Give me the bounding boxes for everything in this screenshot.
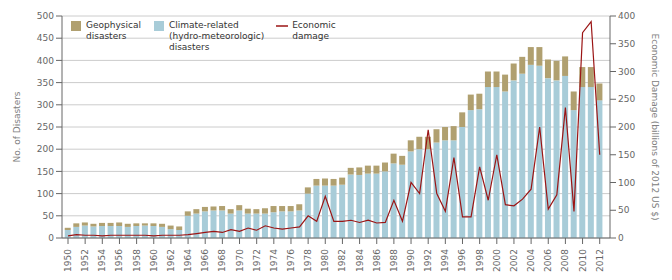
svg-text:300: 300 bbox=[618, 67, 635, 77]
svg-text:2012: 2012 bbox=[595, 249, 605, 272]
svg-text:2000: 2000 bbox=[492, 249, 502, 272]
svg-text:2010: 2010 bbox=[578, 249, 588, 272]
svg-text:1974: 1974 bbox=[269, 249, 279, 272]
svg-text:1992: 1992 bbox=[423, 249, 433, 272]
html-text:Climate-related (hydro-meteoro: Climate-related (hydro-meteorologic) dis… bbox=[168, 20, 265, 52]
svg-text:350: 350 bbox=[618, 39, 635, 49]
svg-text:400: 400 bbox=[618, 11, 635, 21]
svg-text:1956: 1956 bbox=[114, 249, 124, 272]
svg-text:0: 0 bbox=[48, 233, 54, 243]
svg-text:1966: 1966 bbox=[200, 249, 210, 272]
svg-text:300: 300 bbox=[37, 100, 54, 110]
svg-text:1968: 1968 bbox=[217, 249, 227, 272]
svg-text:1978: 1978 bbox=[303, 249, 313, 272]
svg-text:1950: 1950 bbox=[63, 249, 73, 272]
svg-text:200: 200 bbox=[37, 144, 54, 154]
svg-text:1988: 1988 bbox=[389, 249, 399, 272]
svg-text:1986: 1986 bbox=[372, 249, 382, 272]
svg-text:150: 150 bbox=[618, 150, 635, 160]
svg-text:100: 100 bbox=[618, 178, 635, 188]
svg-text:1962: 1962 bbox=[166, 249, 176, 272]
svg-text:500: 500 bbox=[37, 11, 54, 21]
svg-text:1960: 1960 bbox=[149, 249, 159, 272]
svg-text:1964: 1964 bbox=[183, 249, 193, 272]
html-text:Economic damage: Economic damage bbox=[292, 20, 336, 41]
svg-text:0: 0 bbox=[618, 233, 624, 243]
svg-text:250: 250 bbox=[37, 122, 54, 132]
svg-text:1984: 1984 bbox=[355, 249, 365, 272]
svg-text:1958: 1958 bbox=[132, 249, 142, 272]
svg-text:1980: 1980 bbox=[320, 249, 330, 272]
svg-text:250: 250 bbox=[618, 94, 635, 104]
svg-text:400: 400 bbox=[37, 56, 54, 66]
svg-text:1994: 1994 bbox=[440, 249, 450, 272]
svg-text:150: 150 bbox=[37, 167, 54, 177]
svg-text:1954: 1954 bbox=[97, 249, 107, 272]
svg-text:100: 100 bbox=[37, 189, 54, 199]
svg-text:1990: 1990 bbox=[406, 249, 416, 272]
svg-text:1996: 1996 bbox=[457, 249, 467, 272]
svg-text:2006: 2006 bbox=[543, 249, 553, 272]
svg-text:1998: 1998 bbox=[475, 249, 485, 272]
svg-text:350: 350 bbox=[37, 78, 54, 88]
svg-text:Economic Damage (billions of 2: Economic Damage (billions of 2012 US $) bbox=[650, 34, 660, 221]
svg-text:50: 50 bbox=[618, 205, 630, 215]
svg-text:1982: 1982 bbox=[337, 249, 347, 272]
html-text:Geophysical disasters: Geophysical disasters bbox=[86, 20, 141, 41]
svg-text:1970: 1970 bbox=[235, 249, 245, 272]
svg-text:2002: 2002 bbox=[509, 249, 519, 272]
svg-text:2008: 2008 bbox=[560, 249, 570, 272]
svg-text:2004: 2004 bbox=[526, 249, 536, 272]
svg-text:No. of Disasters: No. of Disasters bbox=[12, 91, 22, 162]
svg-text:1972: 1972 bbox=[252, 249, 262, 272]
svg-text:1952: 1952 bbox=[80, 249, 90, 272]
svg-text:50: 50 bbox=[43, 211, 55, 221]
svg-text:1976: 1976 bbox=[286, 249, 296, 272]
svg-text:450: 450 bbox=[37, 33, 54, 43]
svg-text:200: 200 bbox=[618, 122, 635, 132]
